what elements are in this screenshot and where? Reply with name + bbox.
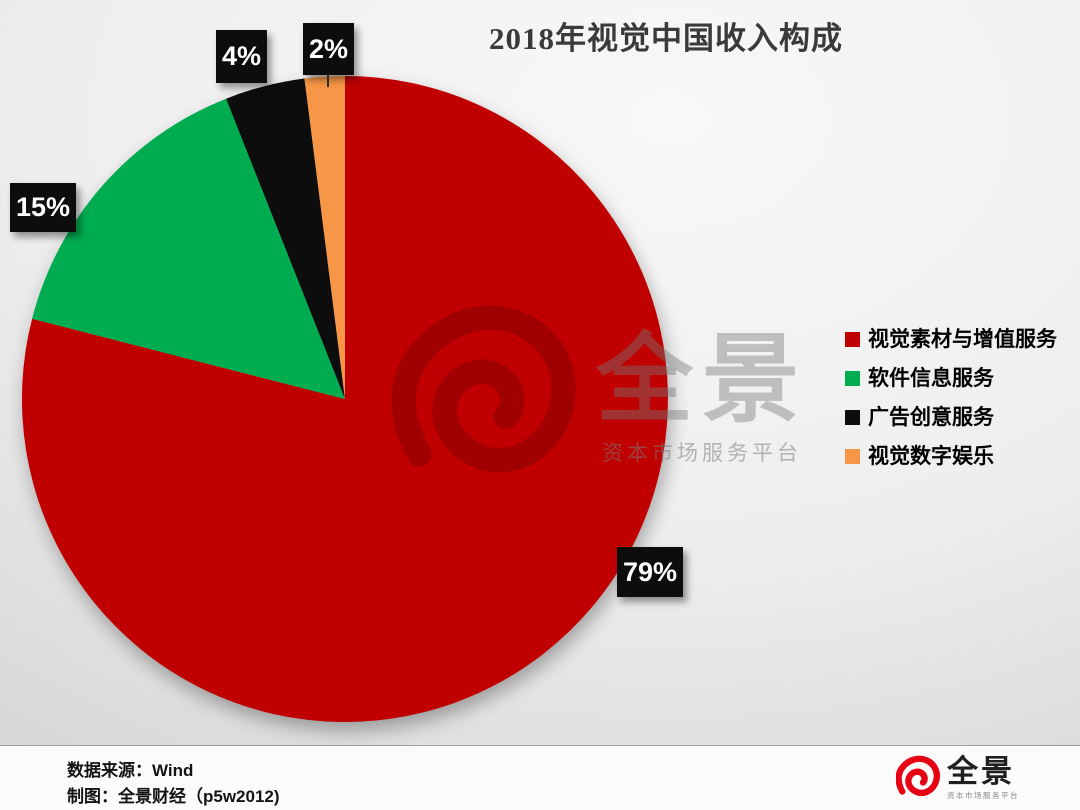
slice-label-79: 79% <box>617 547 683 597</box>
legend-item-2: 广告创意服务 <box>845 406 1057 429</box>
legend-label: 视觉数字娱乐 <box>868 445 994 468</box>
legend: 视觉素材与增值服务 软件信息服务 广告创意服务 视觉数字娱乐 <box>845 328 1057 484</box>
watermark-brand-text: 全景 <box>596 325 808 434</box>
legend-label: 软件信息服务 <box>868 367 994 390</box>
pie-slice-2 <box>226 78 345 399</box>
brand-logo: 全景 资本市场服务平台 <box>896 755 1019 801</box>
watermark-tagline-text: 资本市场服务平台 <box>602 442 802 465</box>
logo-tagline-text: 资本市场服务平台 <box>947 791 1019 800</box>
legend-label: 视觉素材与增值服务 <box>868 328 1057 351</box>
pie-slices <box>21 75 668 722</box>
pie-slice-3 <box>304 75 345 400</box>
legend-item-3: 视觉数字娱乐 <box>845 445 1057 468</box>
legend-item-0: 视觉素材与增值服务 <box>845 328 1057 351</box>
chart-title: 2018年视觉中国收入构成 <box>489 21 843 56</box>
slice-label-4: 4% <box>216 30 267 83</box>
legend-label: 广告创意服务 <box>868 406 994 429</box>
pie-chart <box>21 75 668 722</box>
legend-swatch-icon <box>845 449 860 464</box>
data-source-text: 数据来源：Wind <box>67 761 194 780</box>
footer: 数据来源：Wind 制图：全景财经（p5w2012) 全景 资本市场服务平台 <box>0 745 1080 810</box>
logo-text-wrap: 全景 资本市场服务平台 <box>947 755 1019 801</box>
logo-text: 全景 <box>947 754 1015 789</box>
legend-swatch-icon <box>845 371 860 386</box>
label-leader-line <box>327 74 329 87</box>
legend-swatch-icon <box>845 332 860 347</box>
watermark-swirl-icon <box>391 305 576 473</box>
legend-item-1: 软件信息服务 <box>845 367 1057 390</box>
pie-slice-1 <box>32 98 345 399</box>
chart-area: 2018年视觉中国收入构成 全景 资本市场服务平台 79% 15% 4% 2% … <box>0 0 1080 745</box>
credit-text: 制图：全景财经（p5w2012) <box>67 787 280 806</box>
legend-swatch-icon <box>845 410 860 425</box>
slice-label-15: 15% <box>10 183 76 232</box>
slice-label-2: 2% <box>303 23 354 75</box>
logo-swirl-icon <box>896 755 940 797</box>
pie-slice-0 <box>21 76 668 722</box>
